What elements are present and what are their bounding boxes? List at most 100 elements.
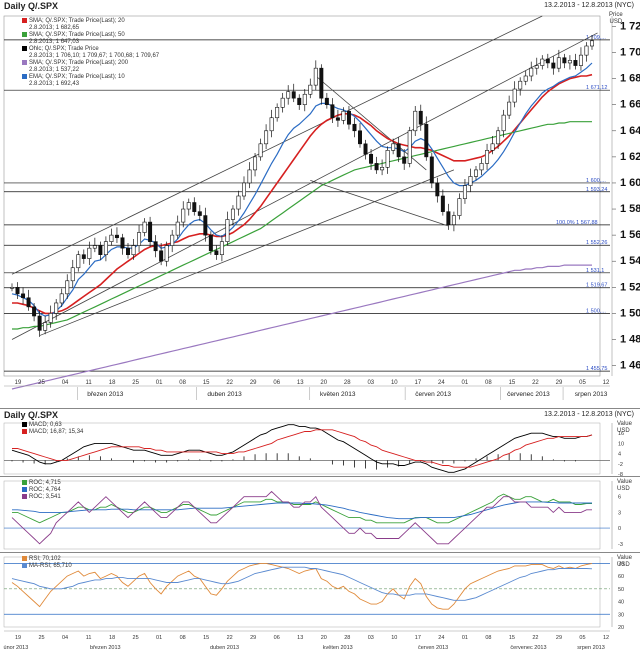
rsi-panel: 70 60 50 40 30 20 RSI; 70,102 MA-RSI; 65,710 V…: [0, 552, 640, 631]
candle: [126, 247, 130, 255]
candle: [59, 293, 64, 304]
indicator-line-macd: [11, 424, 593, 473]
x-day-label: 15: [509, 380, 516, 386]
candle: [462, 185, 467, 199]
x-day-label: 15: [509, 635, 515, 641]
x-day-label: 18: [109, 380, 116, 386]
roc-legend: ROC; 4,715 ROC; 4,764 ROC; 3,541: [22, 480, 61, 501]
y-tick-label: 70: [618, 561, 624, 567]
legend-swatch: [22, 429, 27, 435]
y-tick-label: 1 500: [620, 307, 640, 319]
legend-entry: MA-RSI; 65,710: [22, 563, 72, 570]
x-day-label: 12: [603, 635, 609, 641]
candle: [297, 97, 302, 105]
y-tick-label: 4: [618, 452, 621, 458]
candle: [280, 97, 285, 108]
level-label: 1 500,...: [586, 308, 606, 314]
x-day-label: 01: [462, 380, 469, 386]
x-day-label: 06: [274, 635, 280, 641]
candle: [76, 254, 81, 269]
candle: [214, 250, 219, 255]
candle: [65, 280, 70, 295]
rsi-chart[interactable]: 70 60 50 40 30 20: [0, 553, 640, 631]
ma-line-sma-200: [11, 264, 592, 390]
candle: [319, 67, 324, 99]
candle: [380, 167, 385, 171]
candle: [242, 182, 246, 197]
legend-entry: Ohlc; Q/.SPX; Trade Price: [22, 46, 159, 53]
x-day-label: 06: [273, 380, 280, 386]
x-month-label: červenec 2013: [510, 645, 546, 651]
candle: [374, 163, 379, 171]
y-tick-label: 30: [618, 612, 624, 618]
candle: [485, 150, 490, 164]
legend-entry: ROC; 4,764: [22, 487, 61, 494]
x-day-label: 15: [203, 380, 210, 386]
legend-entry: ROC; 3,541: [22, 494, 61, 501]
legend-swatch: [22, 563, 27, 569]
candle: [114, 234, 119, 239]
legend-entry: SMA; Q/.SPX; Trade Price(Last); 20: [22, 18, 159, 25]
x-month-label: březen 2013: [87, 391, 124, 398]
roc-chart[interactable]: 6 3 0 -3: [0, 477, 640, 553]
y-tick-label: 1 680: [620, 73, 640, 85]
legend-value: 2.8.2013; 1 537,22: [29, 67, 80, 74]
candle: [142, 221, 147, 233]
candle: [219, 241, 224, 255]
macd-unit-text: USD: [617, 428, 630, 434]
candle: [556, 57, 561, 69]
candle: [37, 315, 42, 331]
x-day-label: 08: [485, 635, 491, 641]
candle: [186, 202, 191, 210]
candle: [446, 211, 451, 225]
candle: [92, 245, 97, 249]
bottom-date-axis: 19 25 04 11 18 25 01 08 15 22 29 06 13 20 28 03 10 17 24 01…: [4, 630, 610, 651]
candle: [324, 97, 329, 105]
candle: [391, 143, 396, 151]
y-tick-label: 1 480: [620, 333, 640, 345]
legend-swatch: [22, 32, 27, 38]
candle: [247, 169, 252, 184]
price-chart[interactable]: 1 460 1 480 1 500 1 520 1 540 1 560 1 580 1 600…: [0, 12, 640, 408]
candle: [32, 306, 37, 317]
macd-panel-header: Daily Q/.SPX 13.2.2013 - 12.8.2013 (NYC): [0, 409, 640, 421]
x-day-label: 04: [62, 635, 68, 641]
candle: [192, 202, 197, 212]
rsi-value-text: Value: [617, 555, 632, 561]
y-tick-label: 1 540: [620, 255, 640, 267]
legend-entry: SMA; Q/.SPX; Trade Price(Last); 200: [22, 60, 159, 67]
indicator-line-rsi: [11, 562, 593, 610]
x-day-label: 05: [579, 635, 585, 641]
x-day-label: 11: [85, 380, 92, 386]
candle: [175, 221, 180, 236]
rsi-value-label: Value USD: [617, 555, 632, 569]
x-day-label: 19: [15, 635, 21, 641]
panel-frame: [3, 480, 601, 550]
x-month-label: červenec 2013: [507, 391, 550, 398]
x-day-label: 17: [415, 635, 421, 641]
candle: [48, 313, 53, 323]
indicator-line-ma-rsi: [11, 566, 593, 601]
candle: [131, 245, 136, 255]
x-day-label: 29: [250, 380, 257, 386]
candle: [335, 117, 340, 121]
candle: [518, 80, 523, 90]
y-tick-label: 1 700: [620, 47, 640, 59]
legend-label: ROC; 4,764: [29, 487, 61, 494]
candle: [402, 156, 407, 164]
candle: [15, 287, 20, 295]
candle: [302, 93, 307, 105]
channel-mid-line: [39, 169, 455, 336]
candle: [363, 143, 368, 155]
legend-entry: ROC; 4,715: [22, 480, 61, 487]
candle: [358, 130, 362, 145]
x-month-label: srpen 2013: [575, 391, 608, 398]
y-tick-label: 1 640: [620, 125, 640, 137]
macd-chart[interactable]: 16 10 4 -2 -8: [0, 421, 640, 476]
candle: [413, 110, 418, 132]
x-day-label: 01: [156, 635, 162, 641]
x-month-label: srpen 2013: [577, 645, 605, 651]
legend-label: ROC; 3,541: [29, 494, 61, 501]
candle: [258, 143, 263, 158]
candle: [490, 143, 495, 151]
